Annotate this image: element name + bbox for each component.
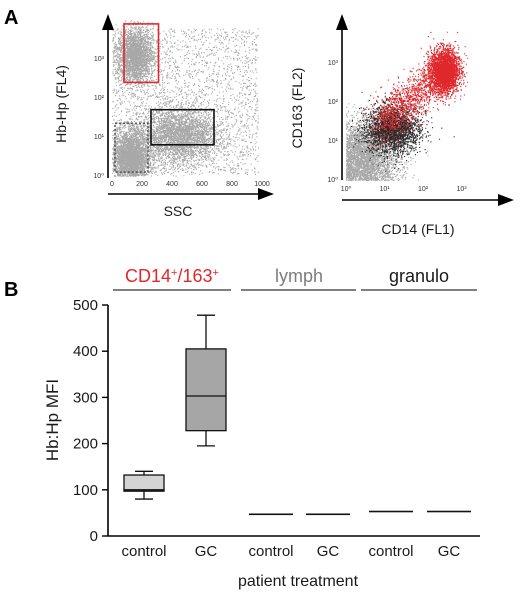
box-0-control <box>123 470 165 500</box>
y-axis-label-cd163: CD163 (FL2) <box>289 68 305 149</box>
flow-plot-cd14-cd163: 10⁰ 10¹ 10² 10³ 10⁰ 10¹ 10² 10³ CD14 (FL1) CD16… <box>289 14 514 237</box>
right-y-tick-label: 10⁰ <box>327 176 338 184</box>
x-axis-label-cd14: CD14 (FL1) <box>381 221 454 237</box>
flow-plot-ssc-hbhp-events <box>112 20 259 178</box>
category-label-control: control <box>121 543 166 560</box>
group-header-sup2: + <box>213 267 219 279</box>
category-label-control: control <box>248 543 293 560</box>
group-header-sup1: + <box>171 267 177 279</box>
box-1-gc <box>185 314 227 447</box>
group-headers: CD14+/163+ lymph granulo <box>113 266 477 291</box>
box-flat <box>427 510 471 513</box>
monocyte-gate <box>123 23 160 84</box>
box-flat <box>249 513 293 516</box>
box-plot-hbhp-mfi: CD14+/163+ lymph granulo 010020030040050… <box>43 266 480 590</box>
left-plot-tick-labels: 0 200 400 600 800 1000 10⁰ 10¹ 10² 10³ <box>93 56 269 188</box>
ssc-hbhp-event-dots <box>112 20 259 178</box>
y-tick-label: 0 <box>90 528 98 545</box>
box-flat <box>369 510 413 513</box>
box-2-control <box>249 513 293 516</box>
group-header-cd14-text: CD14 <box>125 266 171 286</box>
flow-plot-ssc-hbhp: 0 200 400 600 800 1000 10⁰ 10¹ 10² 10³ SSC Hb-Hp … <box>53 14 274 219</box>
group-header-163-text: /163 <box>177 266 212 286</box>
right-plot-tick-labels: 10⁰ 10¹ 10² 10³ 10⁰ 10¹ 10² 10³ <box>327 60 467 193</box>
monocyte-event-dots <box>362 31 469 151</box>
box-3-gc <box>306 513 350 516</box>
y-axis-label-mfi: Hb:Hp MFI <box>43 379 62 461</box>
y-tick-label: 200 <box>73 436 98 453</box>
category-label-gc: GC <box>438 543 461 560</box>
x-axis-arrow-icon <box>498 194 514 206</box>
y-axis-arrow-icon <box>102 14 114 30</box>
box-iqr <box>123 474 165 492</box>
box-4-control <box>369 510 413 513</box>
left-x-tick-label: 800 <box>226 181 238 188</box>
left-x-tick-label: 200 <box>136 181 148 188</box>
right-x-tick-label: 10² <box>418 186 429 193</box>
right-x-tick-label: 10⁰ <box>341 185 352 193</box>
group-header-lymph: lymph <box>275 266 323 286</box>
box-iqr <box>185 348 227 432</box>
flow-plot-cd14-cd163-events <box>346 31 469 182</box>
lymphocyte-gate <box>114 122 149 173</box>
x-axis-label-ssc: SSC <box>164 203 193 219</box>
right-x-tick-label: 10³ <box>456 186 467 193</box>
y-tick-label: 500 <box>73 297 98 314</box>
left-x-tick-label: 0 <box>110 181 114 188</box>
right-y-tick-label: 10² <box>328 99 339 106</box>
category-label-gc: GC <box>317 543 340 560</box>
panel-a-label: A <box>4 7 18 29</box>
x-axis-arrow-icon <box>258 188 274 200</box>
group-header-cd14-cd163: CD14+/163+ <box>125 266 219 286</box>
y-axis-arrow-icon <box>336 14 348 30</box>
left-y-tick-label: 10³ <box>94 56 105 63</box>
left-y-tick-label: 10² <box>94 95 105 102</box>
left-y-tick-label: 10¹ <box>94 134 105 141</box>
box-flat <box>306 513 350 516</box>
panel-b-label: B <box>4 279 18 301</box>
left-x-tick-label: 600 <box>196 181 208 188</box>
box-5-gc <box>427 510 471 513</box>
box-plot-y-ticks: 0 100 200 300 400 500 <box>73 297 108 545</box>
box-plot-boxes <box>123 314 471 516</box>
group-header-granulo: granulo <box>389 266 449 286</box>
x-axis-label-treatment: patient treatment <box>238 573 359 590</box>
left-y-tick-label: 10⁰ <box>93 172 104 180</box>
category-label-gc: GC <box>195 543 218 560</box>
y-axis-label-hbhp: Hb-Hp (FL4) <box>53 65 69 143</box>
right-y-tick-label: 10³ <box>328 60 339 67</box>
right-y-tick-label: 10¹ <box>328 138 339 145</box>
left-x-tick-label: 400 <box>166 181 178 188</box>
right-x-tick-label: 10¹ <box>379 186 390 193</box>
category-label-control: control <box>368 543 413 560</box>
box-plot-category-labels: control GC control GC control GC <box>121 543 460 560</box>
left-x-tick-label: 1000 <box>254 181 270 188</box>
y-tick-label: 100 <box>73 482 98 499</box>
granulocyte-gate <box>150 108 215 146</box>
lymph-event-dots <box>346 81 429 182</box>
y-tick-label: 400 <box>73 343 98 360</box>
y-tick-label: 300 <box>73 389 98 406</box>
